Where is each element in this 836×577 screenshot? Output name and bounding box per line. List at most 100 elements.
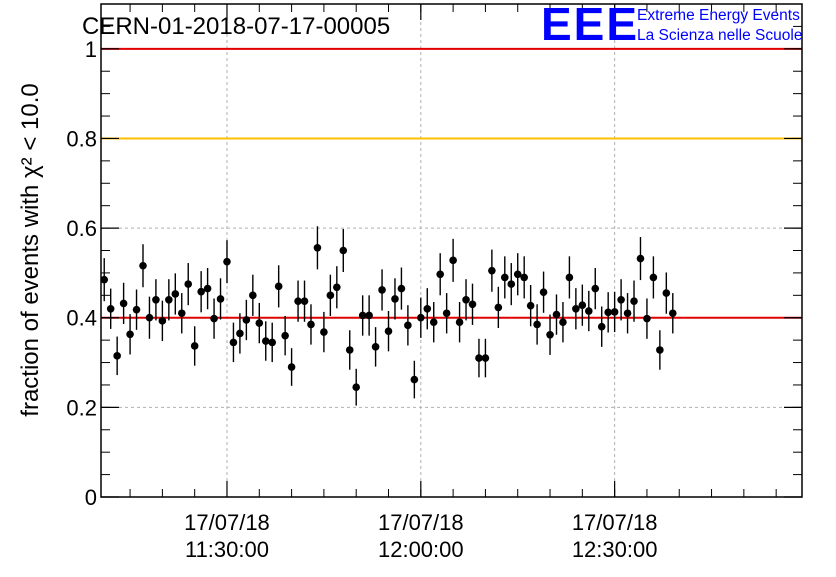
data-point: [313, 244, 322, 252]
y-tick-label: 0.6: [66, 216, 97, 241]
data-point: [481, 354, 490, 362]
data-point: [100, 275, 109, 284]
x-tick-label-date: 17/07/18: [572, 510, 658, 535]
data-point: [494, 303, 503, 312]
data-point: [462, 296, 470, 304]
data-point: [113, 352, 121, 360]
data-point: [617, 296, 625, 304]
data-point: [339, 246, 348, 255]
data-point: [229, 338, 238, 347]
x-tick-label-date: 17/07/18: [378, 510, 464, 535]
data-point: [274, 282, 283, 291]
x-tick-label-date: 17/07/18: [184, 510, 270, 535]
data-point: [261, 337, 270, 345]
data-point: [604, 308, 612, 317]
data-point: [429, 318, 438, 327]
data-point: [132, 305, 141, 314]
data-point: [378, 286, 386, 294]
data-point: [468, 300, 477, 309]
data-point: [249, 291, 257, 300]
data-point: [236, 329, 244, 338]
data-point: [572, 304, 580, 313]
data-point: [552, 310, 561, 319]
data-point: [216, 295, 225, 303]
data-point: [177, 309, 186, 318]
data-point: [668, 309, 677, 318]
data-point: [345, 346, 354, 354]
data-point: [190, 342, 199, 350]
data-point: [281, 331, 289, 340]
data-point: [610, 308, 619, 316]
data-point: [365, 311, 373, 320]
data-point: [165, 296, 173, 304]
data-point: [300, 297, 309, 305]
chart-title: CERN-01-2018-07-17-00005: [82, 13, 390, 40]
data-point: [352, 383, 361, 391]
data-point: [184, 280, 193, 288]
data-point: [449, 256, 457, 265]
data-point: [436, 270, 444, 279]
data-point: [597, 322, 606, 331]
data-point: [333, 283, 341, 292]
reference-lines: [101, 47, 802, 319]
y-tick-label: 0.2: [66, 395, 97, 420]
data-point: [391, 295, 399, 303]
data-point: [255, 319, 264, 327]
data-point: [210, 314, 218, 323]
y-tick-label: 0.8: [66, 126, 97, 151]
x-tick-label-time: 11:30:00: [185, 537, 269, 562]
data-point: [591, 284, 600, 293]
data-point: [171, 290, 180, 298]
y-tick-label: 1: [85, 37, 97, 62]
data-point: [326, 291, 335, 300]
data-point: [126, 330, 134, 339]
y-axis-label: fraction of events with χ² < 10.0: [17, 83, 44, 416]
data-point: [513, 270, 522, 279]
data-point: [488, 266, 496, 275]
data-point: [423, 304, 432, 313]
data-point: [526, 301, 535, 310]
data-point: [520, 273, 528, 282]
eee-logo-line1: Extreme Energy Events: [637, 7, 800, 24]
data-point: [384, 327, 393, 335]
data-point: [197, 287, 205, 296]
x-tick-label-time: 12:30:00: [572, 537, 658, 562]
data-point: [307, 320, 315, 329]
data-point: [662, 289, 671, 297]
data-point: [636, 254, 645, 263]
data-point: [623, 309, 632, 318]
data-point: [268, 338, 277, 347]
data-point: [584, 307, 593, 315]
x-tick-label-time: 12:00:00: [378, 537, 464, 562]
data-point: [139, 261, 147, 270]
data-point: [203, 284, 212, 293]
data-point: [643, 314, 651, 323]
data-point: [371, 343, 380, 351]
eee-logo: EEE Extreme Energy Events La Scienza nel…: [541, 0, 802, 50]
data-point: [320, 328, 328, 336]
y-tick-label: 0: [85, 485, 97, 510]
data-point: [158, 317, 167, 325]
data-point: [294, 297, 302, 305]
data-point: [442, 309, 451, 318]
data-point: [106, 304, 115, 313]
data-point: [565, 273, 574, 282]
data-point: [397, 284, 406, 293]
data-points: [100, 226, 677, 406]
data-point: [507, 280, 516, 288]
data-point: [404, 321, 412, 330]
data-point: [539, 288, 548, 296]
data-point: [649, 273, 658, 282]
eee-logo-mark: EEE: [541, 0, 639, 50]
eee-logo-line2: La Scienza nelle Scuole: [637, 27, 802, 44]
data-point: [242, 316, 251, 324]
data-point: [630, 297, 638, 305]
data-point: [223, 257, 231, 266]
y-tick-label: 0.4: [66, 306, 97, 331]
data-point: [152, 296, 160, 304]
data-point: [358, 311, 367, 320]
data-point: [119, 299, 128, 308]
